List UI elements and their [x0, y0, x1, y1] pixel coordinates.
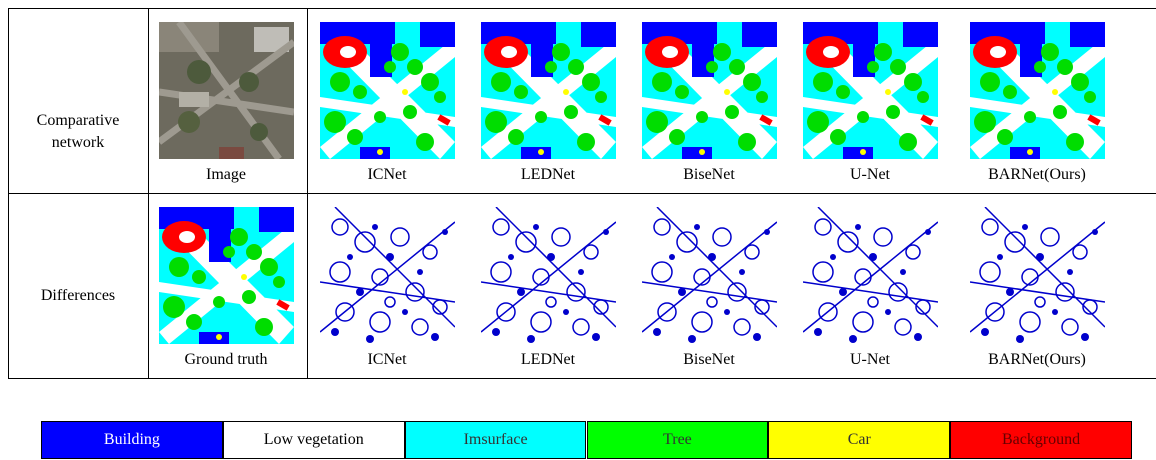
image — [803, 22, 938, 159]
caption: ICNet — [307, 166, 467, 184]
image — [970, 207, 1105, 344]
table-border — [8, 8, 9, 379]
legend-item: Building — [41, 421, 223, 459]
table-border — [8, 8, 1156, 9]
legend-item: Imsurface — [405, 421, 587, 459]
legend-item: Car — [768, 421, 950, 459]
table-border — [8, 378, 1156, 379]
caption: BARNet(Ours) — [957, 351, 1117, 369]
caption: BiseNet — [629, 166, 789, 184]
image — [642, 22, 777, 159]
image — [970, 22, 1105, 159]
caption: LEDNet — [468, 351, 628, 369]
caption: Image — [146, 166, 306, 184]
image — [159, 22, 294, 159]
column-divider — [307, 8, 308, 379]
caption: U-Net — [790, 166, 950, 184]
caption: BARNet(Ours) — [957, 166, 1117, 184]
image — [803, 207, 938, 344]
image — [481, 207, 616, 344]
image — [642, 207, 777, 344]
row-label: Differences — [18, 271, 138, 321]
image — [320, 207, 455, 344]
caption: U-Net — [790, 351, 950, 369]
image — [320, 22, 455, 159]
row-divider — [8, 193, 1156, 194]
image — [159, 207, 294, 344]
caption: ICNet — [307, 351, 467, 369]
image — [481, 22, 616, 159]
row-label: Comparative network — [18, 107, 138, 157]
column-divider — [148, 8, 149, 379]
legend-item: Background — [950, 421, 1132, 459]
caption: LEDNet — [468, 166, 628, 184]
caption: BiseNet — [629, 351, 789, 369]
legend-item: Tree — [587, 421, 769, 459]
caption: Ground truth — [146, 351, 306, 369]
page: (() => { const data = JSON.parse(documen… — [0, 0, 1156, 460]
legend-item: Low vegetation — [223, 421, 405, 459]
